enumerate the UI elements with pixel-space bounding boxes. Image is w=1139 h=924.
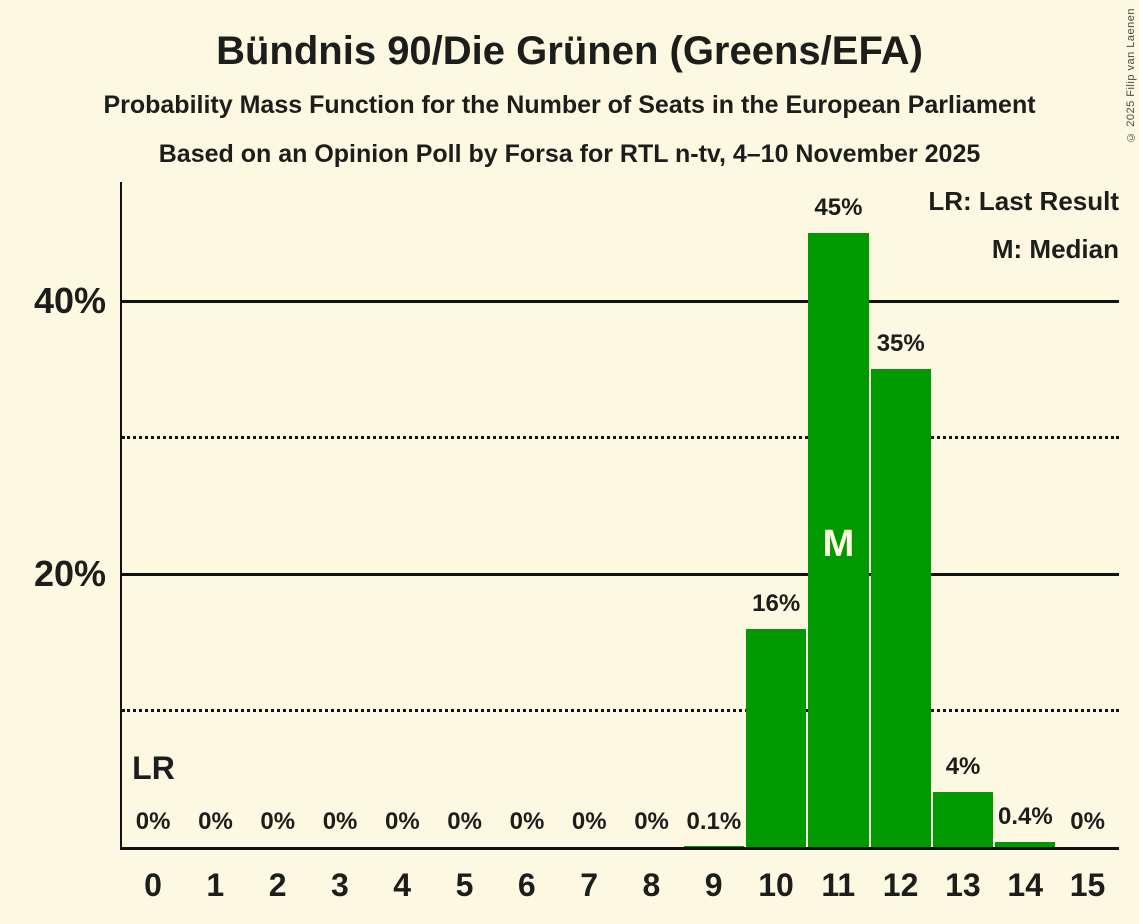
gridline-dotted-10 xyxy=(122,709,1119,712)
x-axis-tick-label-5: 5 xyxy=(455,867,474,903)
bar-seat-9 xyxy=(683,846,744,847)
bar-value-label-seat-0: 0% xyxy=(135,808,171,835)
bar-value-label-seat-15: 0% xyxy=(1070,808,1105,835)
plot-area: 0 0% 1 0% 2 0% 3 0% 4 0% 5 0% 6 0% 7 0% 8 0% 9 0.1% 10 16% 11 4… xyxy=(120,182,1119,903)
bar-column-seat-6: 0% xyxy=(496,182,558,847)
chart-legend: LR: Last Result M: Median xyxy=(928,184,1119,266)
x-axis-tick-label-9: 9 xyxy=(704,867,723,903)
x-axis-tick-label-13: 13 xyxy=(945,867,981,903)
x-axis-tick-label-0: 0 xyxy=(144,867,162,903)
bar-seat-11 xyxy=(808,233,869,847)
bar-column-seat-14: 0.4% xyxy=(994,182,1056,847)
bar-column-seat-10: 16% xyxy=(745,182,807,847)
bar-column-seat-3: 0% xyxy=(309,182,371,847)
poll-subtitle: Based on an Opinion Poll by Forsa for RT… xyxy=(158,140,981,168)
bar-column-seat-12: 35% xyxy=(870,182,932,847)
bar-value-label-seat-3: 0% xyxy=(322,808,358,835)
bar-column-seat-13: 4% xyxy=(932,182,994,847)
x-axis-tick-label-2: 2 xyxy=(268,867,287,903)
bar-column-seat-7: 0% xyxy=(558,182,620,847)
x-axis-tick-label-12: 12 xyxy=(882,867,919,903)
last-result-annotation: LR xyxy=(132,750,175,786)
bar-seat-14 xyxy=(995,842,1056,847)
bar-seat-13 xyxy=(932,792,994,847)
gridline-solid-40 xyxy=(122,299,1119,303)
x-axis-tick-label-1: 1 xyxy=(206,867,225,903)
x-axis-tick-label-11: 11 xyxy=(821,867,856,903)
bar-column-seat-1: 0% xyxy=(184,182,246,847)
bar-value-label-seat-9: 0.1% xyxy=(686,808,742,835)
legend-m-label: M: Median xyxy=(991,234,1119,264)
median-marker: M xyxy=(822,523,855,565)
x-axis-tick-label-3: 3 xyxy=(330,867,349,903)
bar-column-seat-11: 45% M xyxy=(807,182,869,847)
bar-column-seat-8: 0% xyxy=(620,182,682,847)
bar-value-label-seat-10: 16% xyxy=(752,590,801,617)
bar-value-label-seat-6: 0% xyxy=(509,808,545,835)
copyright-text: © 2025 Filip van Laenen xyxy=(1125,8,1137,143)
bar-column-seat-15: 0% xyxy=(1057,182,1119,847)
x-axis-tick-label-10: 10 xyxy=(758,867,794,903)
bar-column-seat-9: 0.1% xyxy=(683,182,745,847)
bar-column-seat-5: 0% xyxy=(434,182,496,847)
x-axis-tick-label-4: 4 xyxy=(393,867,412,903)
bar-seat-10 xyxy=(746,629,807,847)
bar-value-label-seat-8: 0% xyxy=(634,808,669,835)
bar-value-label-seat-7: 0% xyxy=(571,808,607,835)
bar-value-label-seat-4: 0% xyxy=(384,808,420,835)
bar-value-label-seat-14: 0.4% xyxy=(997,803,1053,830)
bar-value-label-seat-13: 4% xyxy=(945,753,981,780)
bar-value-label-seat-5: 0% xyxy=(447,808,482,835)
chart-subtitle: Probability Mass Function for the Number… xyxy=(103,91,1036,119)
x-axis-tick-label-8: 8 xyxy=(642,867,661,903)
legend-lr-label: LR: Last Result xyxy=(928,186,1119,216)
bar-seat-12 xyxy=(870,369,931,847)
x-axis-tick-label-7: 7 xyxy=(580,867,598,903)
page-title: Bündnis 90/Die Grünen (Greens/EFA) xyxy=(216,29,923,73)
bar-column-seat-4: 0% xyxy=(371,182,433,847)
bar-value-label-seat-2: 0% xyxy=(260,808,296,835)
y-axis-tick-label-20: 20% xyxy=(33,553,106,594)
bar-value-label-seat-1: 0% xyxy=(198,808,233,835)
bar-column-seat-2: 0% xyxy=(247,182,309,847)
gridline-solid-20 xyxy=(122,572,1119,576)
bar-value-label-seat-11: 45% xyxy=(814,194,863,221)
x-axis-tick-label-15: 15 xyxy=(1069,867,1106,903)
bar-value-label-seat-12: 35% xyxy=(876,330,925,357)
x-axis-tick-label-14: 14 xyxy=(1007,867,1043,903)
x-axis-tick-label-6: 6 xyxy=(517,867,536,903)
bar-column-seat-0: 0% xyxy=(122,182,184,847)
y-axis-tick-label-40: 40% xyxy=(33,280,106,321)
gridline-dotted-30 xyxy=(122,436,1119,439)
